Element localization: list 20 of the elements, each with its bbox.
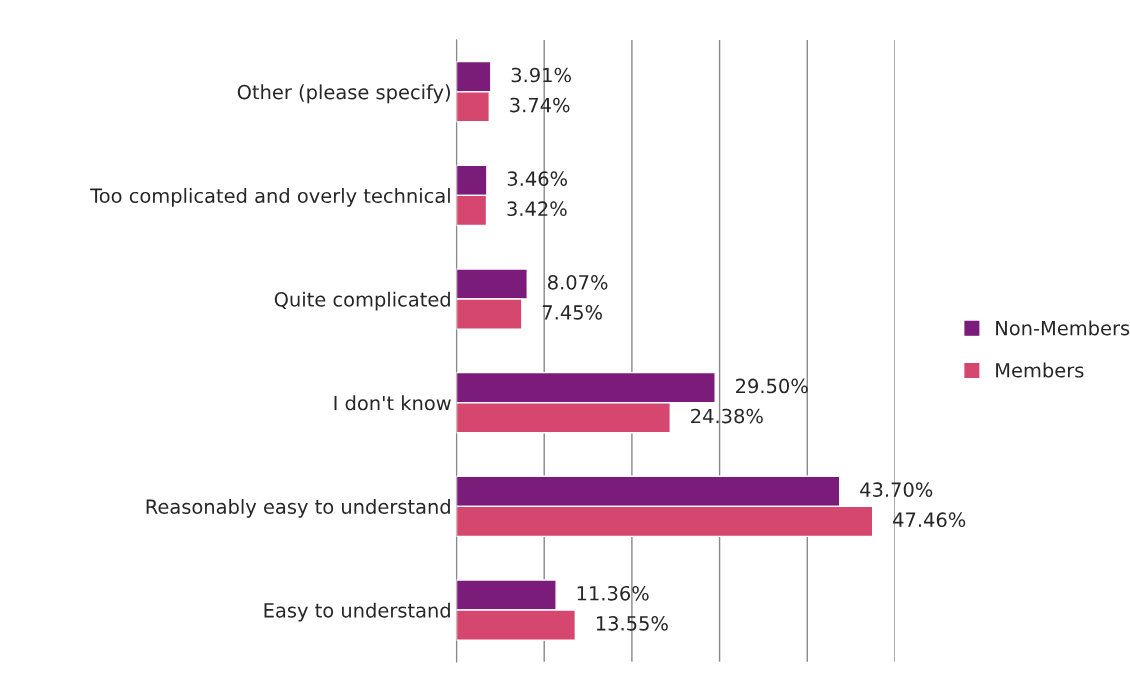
data-label: 8.07% xyxy=(548,274,608,290)
data-label: 43.70% xyxy=(860,482,933,497)
y-tick-label: Too complicated and overly technical xyxy=(90,188,450,207)
data-label: 3.46% xyxy=(507,171,567,186)
y-tick-label: Easy to understand xyxy=(264,602,450,622)
legend-label: Members xyxy=(996,362,1084,378)
data-label: 3.91% xyxy=(511,67,571,83)
y-tick-label: Other (please specify) xyxy=(237,84,450,104)
data-label: 24.38% xyxy=(691,408,763,424)
data-label: 7.45% xyxy=(542,305,602,320)
data-label: 3.42% xyxy=(507,201,567,217)
y-tick-label: Reasonably easy to understand xyxy=(146,498,450,518)
y-tick-label: I don't know xyxy=(334,395,451,411)
data-label: 13.55% xyxy=(596,615,668,631)
y-tick-label: Quite complicated xyxy=(274,291,450,311)
legend-label: Non-Members xyxy=(996,320,1130,336)
data-label: 29.50% xyxy=(736,378,808,394)
data-label: 3.74% xyxy=(510,97,570,113)
data-label: 11.36% xyxy=(577,585,649,601)
data-label: 47.46% xyxy=(893,512,966,528)
